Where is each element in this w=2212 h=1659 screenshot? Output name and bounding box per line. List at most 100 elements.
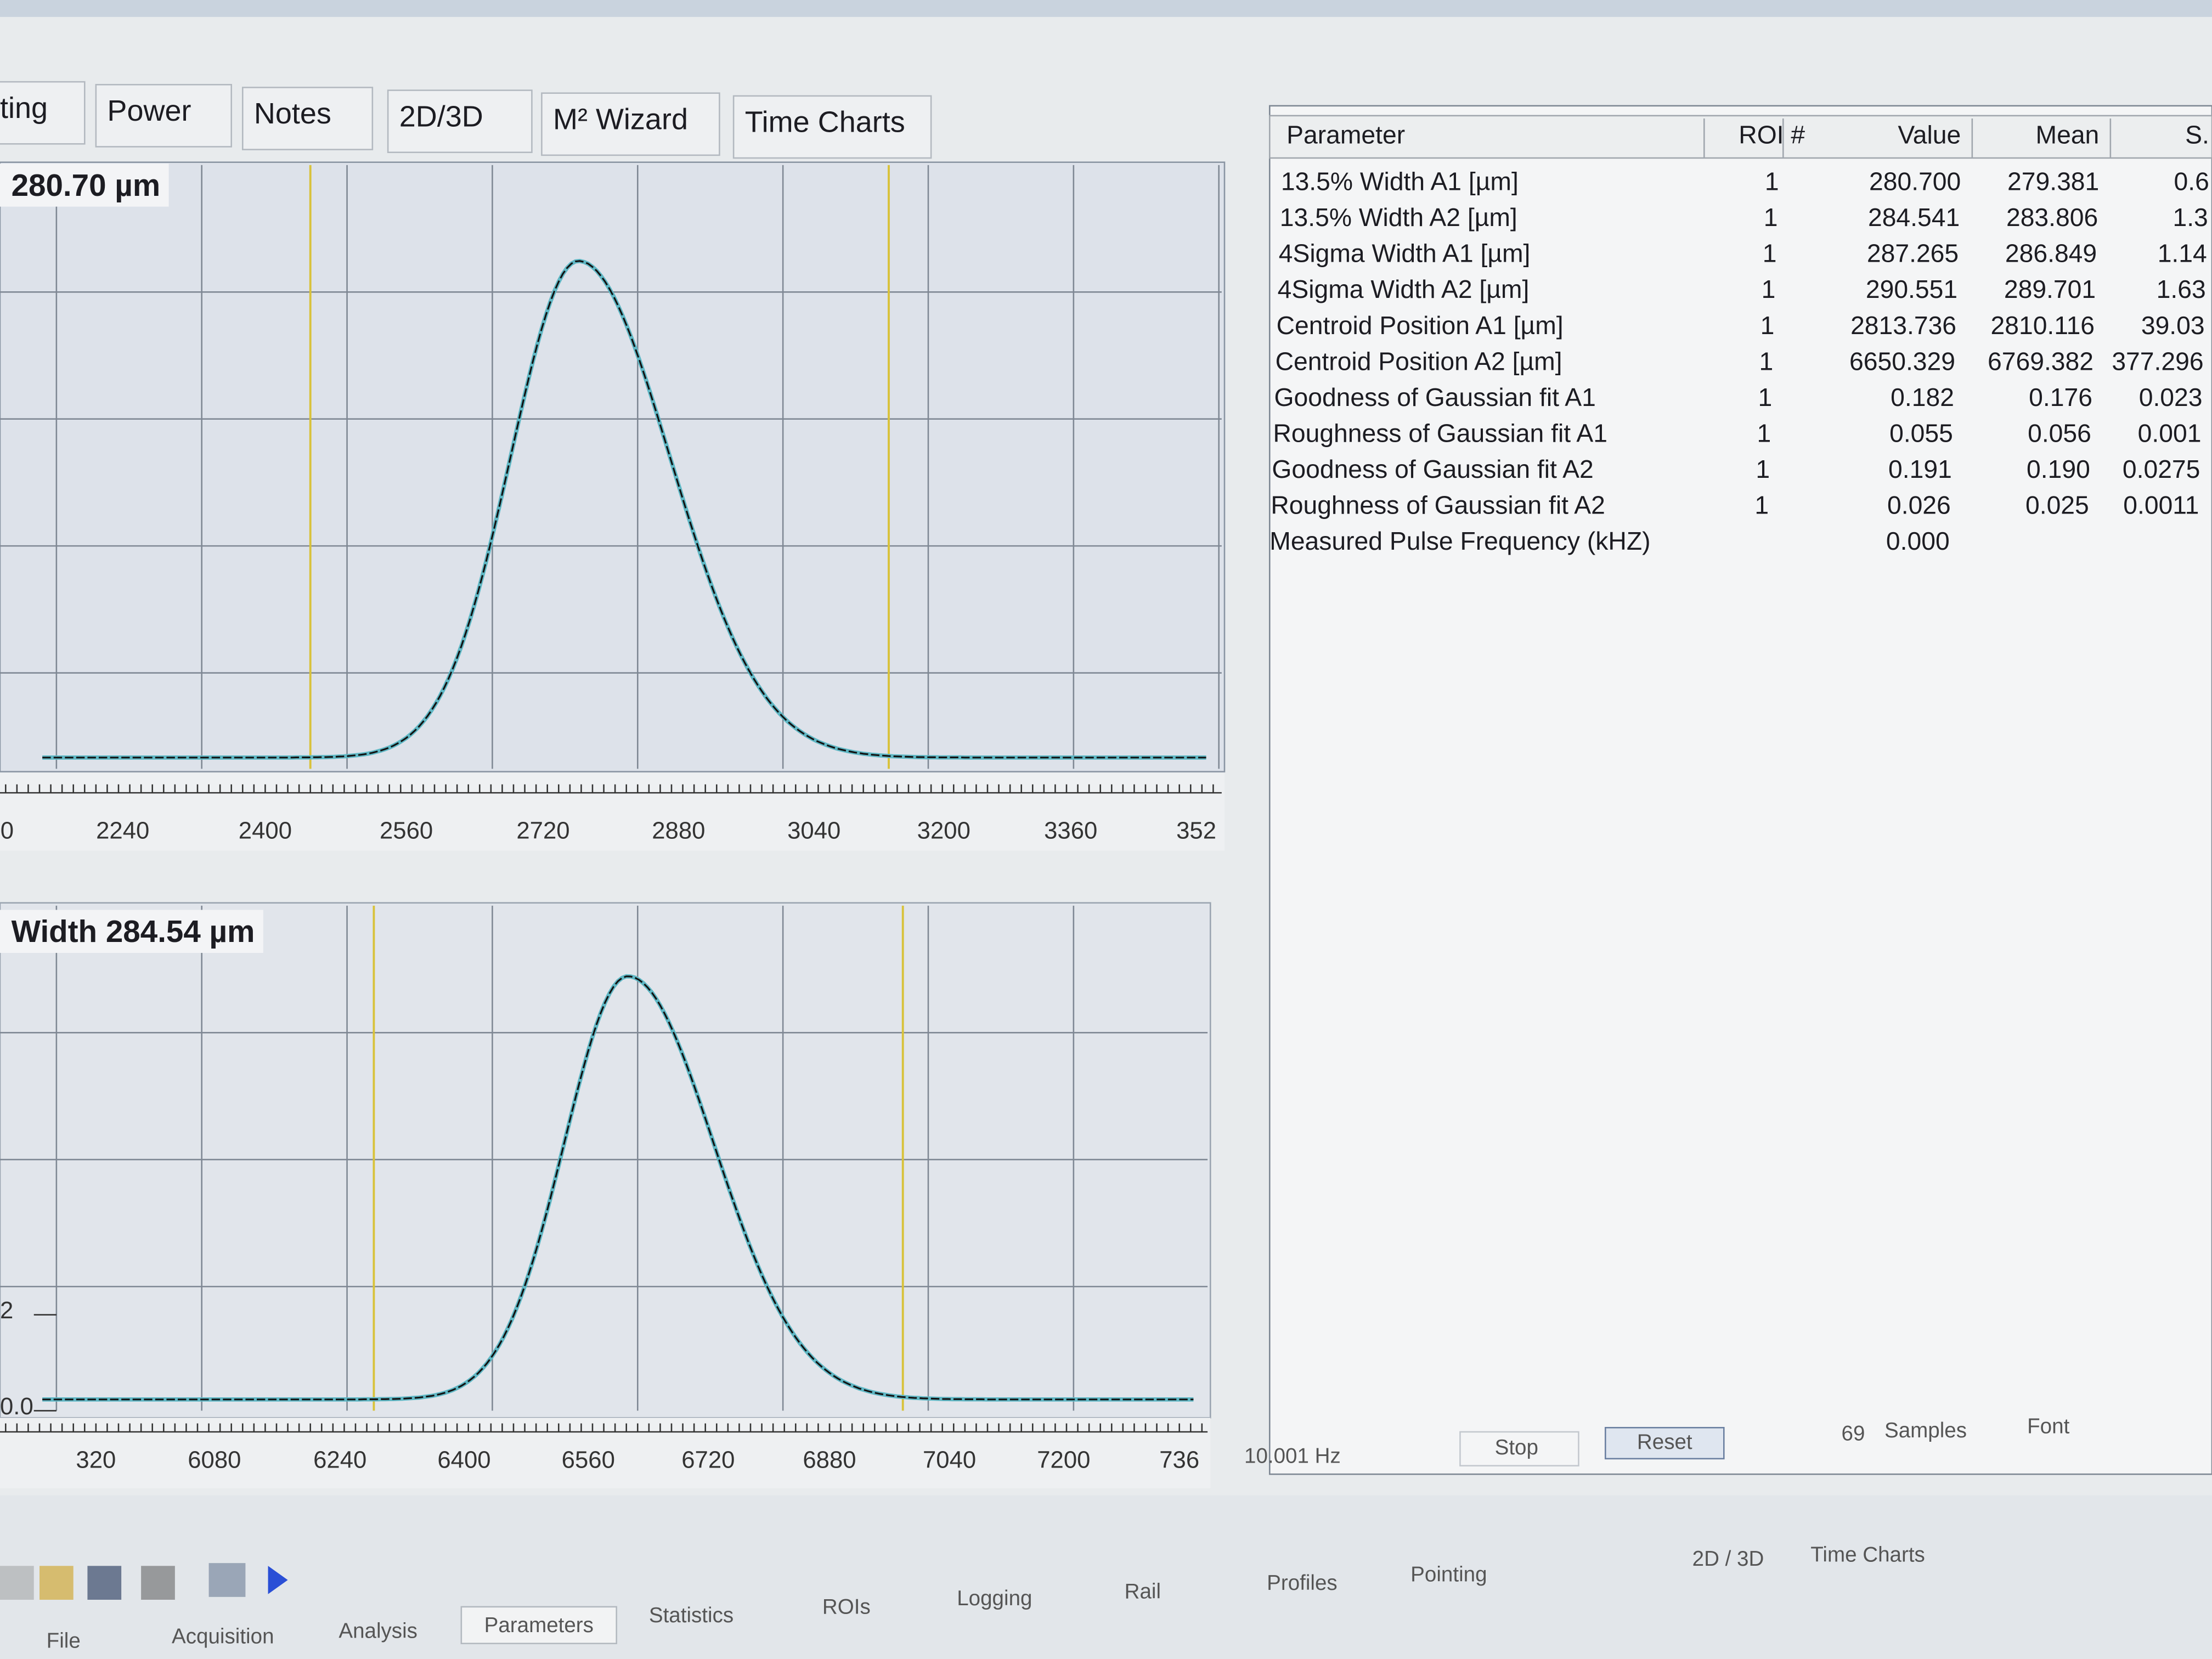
table-cell: 2810.116 (1991, 311, 2095, 340)
stop-button[interactable] (1459, 1431, 1579, 1467)
x-tick-label: 7200 (1037, 1447, 1090, 1474)
bottom-tab[interactable]: Time Charts (1810, 1543, 1925, 1566)
x-axis-panel (0, 1418, 1211, 1488)
x-tick-label: 6400 (437, 1447, 490, 1474)
status-reset[interactable]: Reset (1637, 1430, 1692, 1454)
x-axis-panel (0, 773, 1224, 851)
x-tick-label: 2720 (516, 817, 569, 844)
bottom-tab[interactable]: File (47, 1629, 81, 1652)
table-cell: 4Sigma Width A1 [µm] (1279, 239, 1531, 268)
status-stop[interactable]: Stop (1495, 1436, 1538, 1459)
column-header[interactable]: Mean (2036, 121, 2100, 149)
table-cell: 286.849 (2005, 239, 2097, 268)
bottom-tab[interactable]: Pointing (1410, 1562, 1487, 1586)
table-cell: 1 (1765, 167, 1779, 196)
x-tick-label: 352 (1176, 817, 1216, 844)
table-cell: 0.182 (1891, 383, 1954, 411)
tab[interactable] (242, 87, 374, 150)
save-icon[interactable] (87, 1566, 122, 1600)
table-cell: 1 (1764, 203, 1778, 232)
bottom-tab[interactable]: Profiles (1267, 1571, 1338, 1595)
table-cell: 377.296 (2112, 347, 2203, 375)
column-header[interactable]: Parameter (1286, 121, 1405, 149)
profile-curve (42, 975, 1194, 1401)
reset-button[interactable] (1605, 1427, 1725, 1460)
plot-title-bg (0, 910, 263, 953)
plot-title-bg (0, 163, 169, 207)
table-cell: 0.055 (1889, 419, 1953, 448)
tab-label[interactable]: 2D/3D (399, 100, 483, 133)
x-tick-label: 6720 (681, 1447, 735, 1474)
bottom-tab[interactable]: Rail (1125, 1579, 1161, 1603)
active-tab[interactable] (460, 1606, 617, 1645)
profile-curve (42, 260, 1206, 759)
x-tick-label: 3200 (917, 817, 970, 844)
table-cell: Centroid Position A1 [µm] (1277, 311, 1564, 340)
bottom-tab[interactable]: Logging (957, 1587, 1032, 1610)
table-cell: 13.5% Width A1 [µm] (1281, 167, 1519, 196)
table-cell: 0.0011 (2123, 491, 2199, 520)
table-cell: 0.191 (1888, 455, 1952, 483)
status-font[interactable]: Font (2027, 1414, 2069, 1438)
tab[interactable] (732, 95, 932, 159)
column-header[interactable]: ROI # (1739, 121, 1805, 149)
table-cell: 1.14 (2158, 239, 2207, 268)
table-cell: 287.265 (1867, 239, 1959, 268)
tab-label[interactable]: ting (0, 92, 48, 125)
table-cell: 1 (1762, 275, 1776, 303)
table-cell: 0.176 (2029, 383, 2092, 411)
x-tick-label: 320 (76, 1447, 116, 1474)
bottom-toolbar (0, 1495, 2212, 1659)
column-header[interactable]: S. (2185, 121, 2209, 149)
open-icon[interactable] (40, 1566, 74, 1600)
window-icon[interactable] (208, 1563, 246, 1597)
tab-label[interactable]: Power (107, 94, 191, 127)
table-cell: 6650.329 (1849, 347, 1955, 375)
y-tick-label: 0.0 (0, 1393, 33, 1420)
table-cell: 0.026 (1887, 491, 1951, 520)
table-cell: 4Sigma Width A2 [µm] (1278, 275, 1530, 303)
icon[interactable] (0, 1566, 34, 1600)
y-tick-label: 2 (0, 1297, 13, 1324)
tab[interactable] (95, 84, 233, 148)
x-tick-label: 0 (1, 817, 14, 844)
tab-label[interactable]: Time Charts (745, 106, 905, 139)
x-tick-label: 6240 (313, 1447, 366, 1474)
table-header-bg (1269, 115, 2212, 159)
table-cell: 289.701 (2004, 275, 2096, 303)
bottom-tab[interactable]: 2D / 3D (1692, 1547, 1764, 1571)
status-samples: Samples (1884, 1419, 1967, 1442)
table-cell: 1 (1759, 347, 1774, 375)
tab-label[interactable]: Notes (254, 97, 331, 130)
x-tick-label: 2560 (380, 817, 433, 844)
x-tick-label: 6080 (188, 1447, 241, 1474)
tab[interactable] (387, 89, 533, 153)
bottom-tab[interactable]: Acquisition (172, 1625, 274, 1649)
table-cell: Roughness of Gaussian fit A2 (1271, 491, 1605, 520)
tab[interactable] (0, 81, 86, 145)
bottom-tab[interactable]: Parameters (484, 1613, 594, 1637)
bottom-tab[interactable]: Analysis (338, 1619, 417, 1643)
table-cell: 0.023 (2139, 383, 2203, 411)
table-cell: 1 (1756, 455, 1770, 483)
table-cell: Goodness of Gaussian fit A2 (1272, 455, 1593, 483)
x-tick-label: 2400 (239, 817, 292, 844)
column-header[interactable]: Value (1898, 121, 1961, 149)
print-icon[interactable] (141, 1566, 175, 1600)
plot-title: 280.70 µm (12, 168, 161, 202)
x-tick-label: 2880 (652, 817, 705, 844)
table-cell: Roughness of Gaussian fit A1 (1273, 419, 1607, 448)
status-samples-count: 69 (1842, 1421, 1865, 1445)
tab-label[interactable]: M² Wizard (553, 103, 688, 136)
tab[interactable] (541, 92, 720, 156)
bottom-tab[interactable]: Statistics (649, 1604, 733, 1627)
play-icon[interactable] (268, 1566, 288, 1594)
x-tick-label: 2240 (96, 817, 149, 844)
table-cell: 0.001 (2138, 419, 2202, 448)
table-cell: 0.056 (2028, 419, 2091, 448)
x-tick-label: 7040 (923, 1447, 976, 1474)
table-cell: 0.0275 (2123, 455, 2200, 483)
bottom-tab[interactable]: ROIs (822, 1595, 871, 1619)
